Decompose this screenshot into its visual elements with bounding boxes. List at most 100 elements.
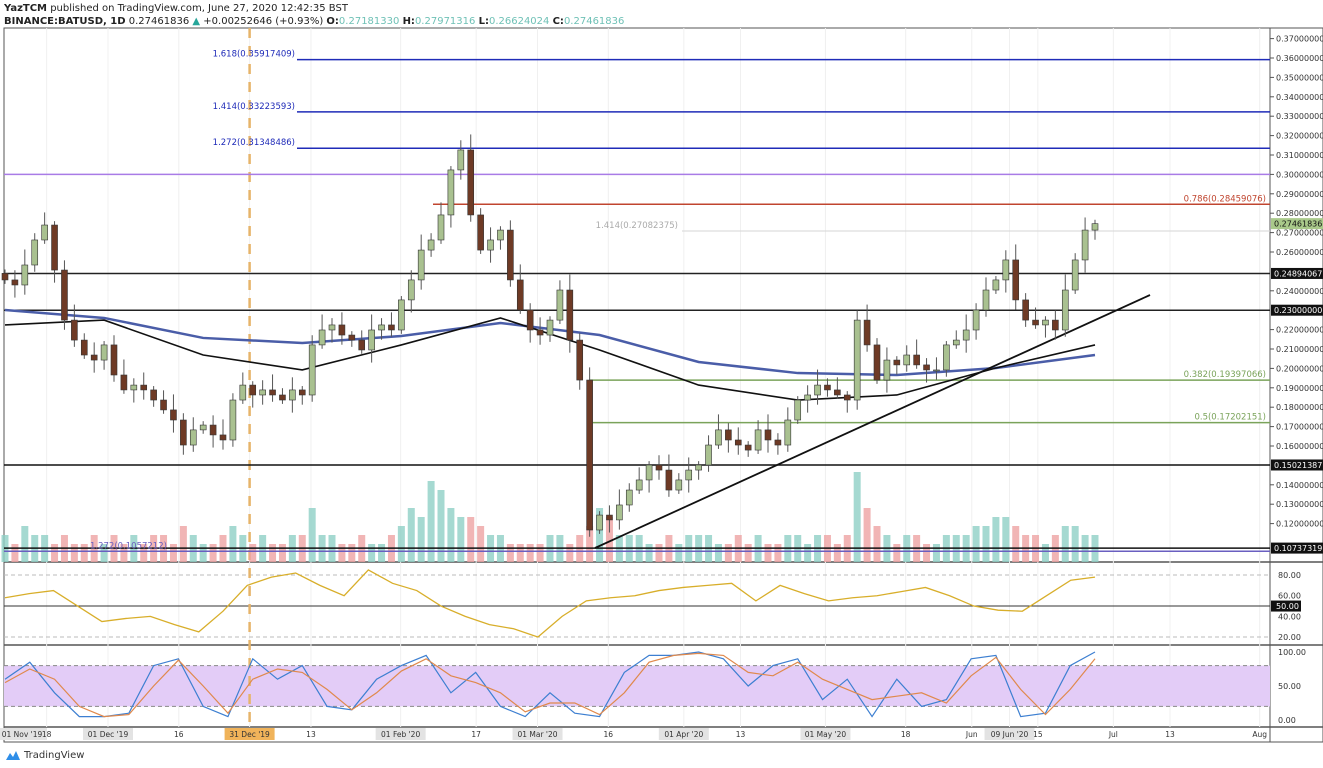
candle <box>734 439 742 446</box>
publisher[interactable]: YazTCM <box>4 3 48 14</box>
candle <box>606 514 613 521</box>
high-value: 0.27971316 <box>414 16 476 27</box>
time-tick-label: Aug <box>1252 730 1267 739</box>
stoch-tick-label: 0.00 <box>1278 716 1296 725</box>
candle <box>625 489 633 506</box>
volume-bar <box>249 544 257 562</box>
candle <box>824 384 831 391</box>
candle <box>913 354 920 366</box>
candle <box>774 439 782 446</box>
candle <box>586 379 593 531</box>
price-tick-label: 0.16000000 <box>1276 442 1323 451</box>
last-price: 0.27461836 <box>128 16 190 27</box>
candle <box>51 224 58 271</box>
candle <box>556 289 564 321</box>
tradingview-logo[interactable]: TradingView <box>5 749 84 761</box>
volume-bar <box>833 544 841 562</box>
time-tick-label: 13 <box>736 730 746 739</box>
candle <box>279 394 286 401</box>
time-tick-label: 13 <box>306 730 316 739</box>
volume-bar <box>80 544 88 562</box>
candle <box>110 344 118 376</box>
volume-bar <box>605 517 613 562</box>
close-value: 0.27461836 <box>563 16 625 27</box>
stoch-k-line <box>4 651 1096 718</box>
close-label: C: <box>552 16 564 27</box>
candle <box>249 384 257 396</box>
time-tick-label: 13 <box>1165 730 1175 739</box>
low-value: 0.26624024 <box>488 16 550 27</box>
candle <box>457 149 465 171</box>
candle <box>526 309 534 331</box>
candle <box>71 319 78 341</box>
price-badge <box>1271 459 1323 471</box>
candle <box>566 289 574 341</box>
volume-bar <box>100 544 108 562</box>
candle <box>378 324 385 331</box>
candle <box>972 309 980 331</box>
time-tick-label: 01 May '20 <box>805 730 847 739</box>
price-badge-label: 0.27461836 <box>1274 220 1322 229</box>
candle <box>596 514 603 531</box>
price-tick-label: 0.33000000 <box>1276 112 1323 121</box>
candle <box>943 344 950 371</box>
candle <box>189 429 197 446</box>
candle <box>467 149 475 216</box>
price-tick-label: 0.31000000 <box>1276 151 1323 160</box>
volume-bar <box>1012 526 1020 562</box>
candle <box>705 444 712 466</box>
volume-bar <box>278 544 286 562</box>
rsi-tick-label: 60.00 <box>1278 592 1301 601</box>
candle <box>120 374 128 391</box>
candle <box>725 429 732 441</box>
candle <box>417 249 425 281</box>
candle <box>150 389 157 401</box>
candle <box>507 229 514 281</box>
price-change: +0.00252646 (+0.93%) <box>203 16 324 27</box>
candle <box>31 239 39 266</box>
candle <box>1091 223 1099 231</box>
candle <box>685 469 693 481</box>
candle <box>239 384 247 401</box>
volume-bar <box>536 544 544 562</box>
candle <box>1032 319 1039 326</box>
price-badge <box>1271 267 1323 279</box>
volume-bar <box>1041 544 1049 562</box>
time-tick-badge <box>800 728 851 740</box>
candle <box>318 329 326 346</box>
rsi-line <box>4 569 1096 638</box>
candle <box>229 399 237 441</box>
volume-bar <box>804 544 812 562</box>
volume-bar <box>596 508 604 562</box>
candle <box>715 429 722 446</box>
candle <box>635 479 643 491</box>
volume-bar <box>526 544 534 562</box>
chart-header: YazTCM published on TradingView.com, Jun… <box>4 2 624 28</box>
volume-bar <box>467 517 475 562</box>
candle <box>338 324 346 336</box>
volume-bar <box>368 544 376 562</box>
candle <box>675 479 683 491</box>
stoch-tick-label: 50.00 <box>1278 682 1301 691</box>
volume-bar <box>140 544 148 562</box>
candle <box>962 329 970 341</box>
trendline <box>594 294 1151 549</box>
volume-bar <box>457 517 465 562</box>
price-badge <box>1271 542 1323 554</box>
price-badge-label: 0.24894067 <box>1274 269 1322 278</box>
candle <box>1081 229 1089 261</box>
price-tick-label: 0.18000000 <box>1276 403 1323 412</box>
candle <box>893 359 901 366</box>
time-tick-label: 01 Mar '20 <box>517 730 557 739</box>
volume-bar <box>11 544 19 562</box>
price-tick-label: 0.12000000 <box>1276 520 1323 529</box>
volume-bar <box>21 526 29 562</box>
volume-bar <box>378 544 386 562</box>
volume-bar <box>992 517 1000 562</box>
candle <box>199 424 207 431</box>
candle <box>952 339 960 346</box>
symbol[interactable]: BINANCE:BATUSD, 1D <box>4 16 126 27</box>
time-tick-label: 31 Dec '19 <box>229 730 270 739</box>
volume-bar <box>417 517 425 562</box>
